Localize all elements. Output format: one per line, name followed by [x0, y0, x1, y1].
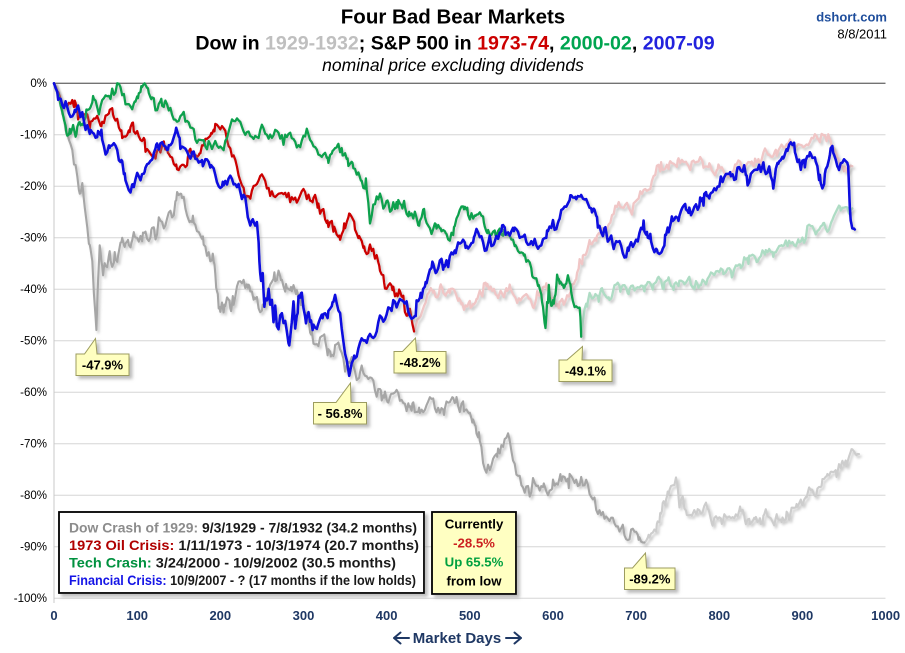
- svg-text:-100%: -100%: [14, 593, 47, 605]
- svg-text:Market Days: Market Days: [413, 630, 501, 647]
- svg-text:500: 500: [459, 608, 481, 623]
- svg-text:from low: from low: [447, 574, 503, 589]
- svg-text:Up 65.5%: Up 65.5%: [445, 555, 504, 570]
- svg-text:-90%: -90%: [20, 542, 47, 554]
- svg-text:0: 0: [50, 608, 57, 623]
- svg-text:Currently: Currently: [445, 517, 504, 532]
- svg-text:900: 900: [792, 608, 814, 623]
- svg-text:Dow Crash of 1929: 9/3/1929: Dow Crash of 1929: 9/3/1929 - 7/8/1932 (…: [69, 521, 417, 536]
- svg-text:300: 300: [293, 608, 315, 623]
- svg-text:Financial Crisis: 10/9/2007 -: Financial Crisis: 10/9/2007 - ? (17 mont…: [69, 573, 416, 588]
- svg-text:-89.2%: -89.2%: [629, 571, 671, 586]
- svg-text:-20%: -20%: [20, 181, 47, 193]
- svg-text:-80%: -80%: [20, 490, 47, 502]
- svg-text:100: 100: [126, 608, 148, 623]
- svg-text:Four Bad Bear Markets: Four Bad Bear Markets: [341, 6, 565, 29]
- svg-text:200: 200: [209, 608, 231, 623]
- svg-text:-47.9%: -47.9%: [82, 357, 124, 372]
- svg-text:Dow in 1929-1932; S&P 500 in 1: Dow in 1929-1932; S&P 500 in 1973-74, 20…: [195, 33, 714, 55]
- svg-text:-30%: -30%: [20, 233, 47, 245]
- svg-text:700: 700: [625, 608, 647, 623]
- svg-text:600: 600: [542, 608, 564, 623]
- svg-text:-49.1%: -49.1%: [565, 363, 607, 378]
- svg-text:Tech Crash: 3/24/2000 - 10/9: Tech Crash: 3/24/2000 - 10/9/2002 (30.5 …: [69, 556, 396, 571]
- svg-text:1973 Oil Crisis: 1/11/1973 -: 1973 Oil Crisis: 1/11/1973 - 10/3/1974 (…: [69, 538, 419, 553]
- svg-text:- 56.8%: - 56.8%: [318, 406, 363, 421]
- svg-text:-48.2%: -48.2%: [399, 355, 441, 370]
- svg-text:dshort.com: dshort.com: [816, 10, 887, 25]
- svg-text:-70%: -70%: [20, 439, 47, 451]
- svg-text:8/8/2011: 8/8/2011: [837, 27, 887, 42]
- svg-text:1000: 1000: [871, 608, 900, 623]
- svg-text:-50%: -50%: [20, 336, 47, 348]
- svg-text:-10%: -10%: [20, 130, 47, 142]
- svg-text:400: 400: [376, 608, 398, 623]
- svg-text:0%: 0%: [30, 78, 47, 90]
- svg-text:-60%: -60%: [20, 387, 47, 399]
- svg-text:nominal price excluding divide: nominal price excluding dividends: [322, 55, 584, 75]
- svg-text:-28.5%: -28.5%: [453, 536, 495, 551]
- svg-text:-40%: -40%: [20, 284, 47, 296]
- svg-text:800: 800: [708, 608, 730, 623]
